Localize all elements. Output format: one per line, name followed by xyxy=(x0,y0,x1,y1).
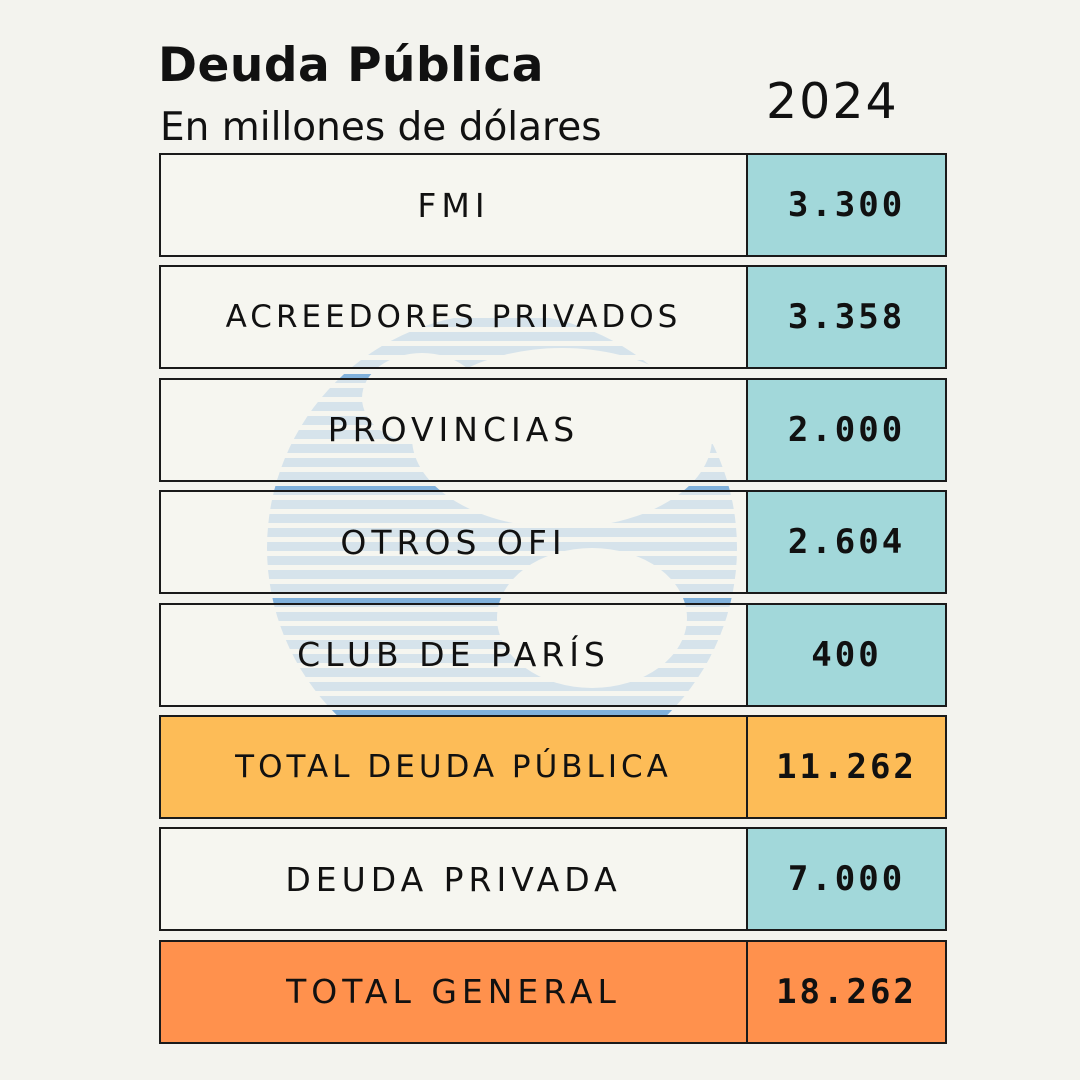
row-label: TOTAL GENERAL xyxy=(161,941,748,1042)
row-label: ACREEDORES PRIVADOS xyxy=(161,267,748,368)
table-row-total-deuda-publica: TOTAL DEUDA PÚBLICA 11.262 xyxy=(159,714,947,819)
row-label: PROVINCIAS xyxy=(161,379,748,480)
table-row-acreedores-privados: ACREEDORES PRIVADOS 3.358 xyxy=(159,265,947,370)
row-label: OTROS OFI xyxy=(161,492,748,593)
page-subtitle: En millones de dólares xyxy=(160,105,602,150)
page-title: Deuda Pública xyxy=(158,38,544,93)
row-value: 3.358 xyxy=(748,267,945,368)
table-row-fmi: FMI 3.300 xyxy=(159,153,947,257)
row-value: 2.000 xyxy=(748,379,945,480)
year-label: 2024 xyxy=(766,73,899,130)
table-row-club-de-paris: CLUB DE PARÍS 400 xyxy=(159,602,947,707)
table-row-total-general: TOTAL GENERAL 18.262 xyxy=(159,939,947,1044)
row-label: DEUDA PRIVADA xyxy=(161,829,748,930)
row-value: 18.262 xyxy=(748,941,945,1042)
row-label: TOTAL DEUDA PÚBLICA xyxy=(161,716,748,817)
row-label: FMI xyxy=(161,155,748,255)
table-row-provincias: PROVINCIAS 2.000 xyxy=(159,377,947,482)
row-value: 7.000 xyxy=(748,829,945,930)
row-value: 3.300 xyxy=(748,155,945,255)
row-value: 400 xyxy=(748,604,945,705)
table-row-otros-ofi: OTROS OFI 2.604 xyxy=(159,490,947,595)
debt-table: FMI 3.300 ACREEDORES PRIVADOS 3.358 PROV… xyxy=(159,153,947,1052)
row-value: 2.604 xyxy=(748,492,945,593)
row-value: 11.262 xyxy=(748,716,945,817)
row-label: CLUB DE PARÍS xyxy=(161,604,748,705)
table-row-deuda-privada: DEUDA PRIVADA 7.000 xyxy=(159,827,947,932)
